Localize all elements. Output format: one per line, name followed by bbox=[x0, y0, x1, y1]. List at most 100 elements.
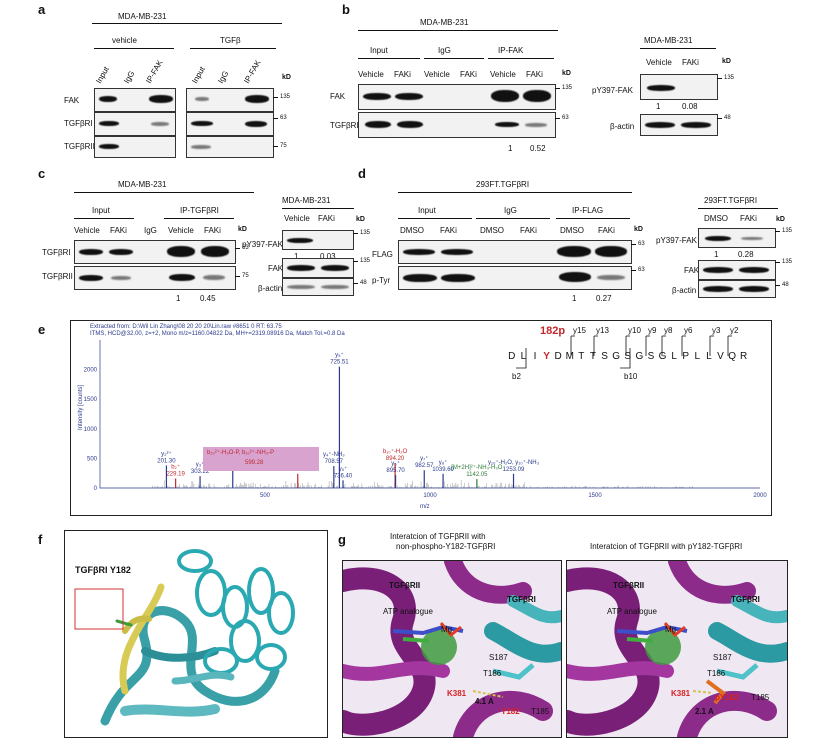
spectrum-box-value: 599.28 bbox=[245, 460, 264, 466]
panel-c-group-input: Input bbox=[92, 206, 110, 215]
peptide-residue: D bbox=[508, 351, 516, 362]
g-right-tgfbrii: TGFβRII bbox=[613, 581, 645, 590]
peak-ion-label: y₅⁺ bbox=[335, 352, 344, 359]
panel-c-quant-1: 1 bbox=[176, 294, 181, 303]
g-left-tgfbri: TGFβRI bbox=[507, 595, 536, 604]
spectrum-xlabel: m/z bbox=[420, 504, 430, 510]
peptide-residue: R bbox=[740, 351, 748, 362]
peptide-residue: L bbox=[694, 351, 701, 362]
panel-b-side-kd: kD bbox=[722, 58, 731, 65]
panel-d-side-marker-48: 48 bbox=[782, 282, 789, 288]
structure-right: TGFβRII TGFβRI ATP analogue Mg S187 T186… bbox=[566, 560, 788, 738]
panel-a-row-fak: FAK bbox=[64, 96, 80, 105]
panel-c-quant-2: 0.45 bbox=[200, 294, 216, 303]
ion-y6: y6 bbox=[684, 326, 693, 335]
panel-d-marker-63a: 63 bbox=[638, 241, 645, 247]
panel-c-side-row-py397: pY397-FAK bbox=[242, 240, 283, 249]
panel-b-quant-1: 1 bbox=[508, 144, 513, 153]
spectrum-axes bbox=[99, 340, 760, 489]
peptide-residue: L bbox=[706, 351, 712, 362]
panel-c-lane-3: IgG bbox=[144, 226, 157, 235]
panel-c-side-row-fak: FAK bbox=[268, 264, 284, 273]
ion-y8: y8 bbox=[664, 326, 673, 335]
panel-c-side-marker-48: 48 bbox=[360, 280, 367, 286]
protein-structure-f bbox=[74, 549, 295, 726]
panel-a-lane-input-2: Input bbox=[190, 65, 207, 85]
panel-f-frame: TGFβRI Y182 bbox=[64, 530, 328, 738]
peak-ion-label: y₂²⁺ bbox=[161, 451, 172, 458]
panel-d-label: d bbox=[358, 166, 366, 181]
panel-c-side-cell-line: MDA-MB-231 bbox=[282, 196, 331, 205]
g-right-tgfbri: TGFβRI bbox=[731, 595, 760, 604]
panel-c-marker-75: 75 bbox=[242, 273, 249, 279]
panel-d-side-cell-line: 293FT.TGFβRI bbox=[704, 196, 758, 205]
panel-d-row-flag: FLAG bbox=[372, 250, 393, 259]
panel-b-group-igg: IgG bbox=[438, 46, 451, 55]
panel-c-side-kd: kD bbox=[356, 216, 365, 223]
y-tick-label: 2000 bbox=[84, 368, 98, 374]
ion-y13: y13 bbox=[596, 326, 609, 335]
panel-d-quant-1: 1 bbox=[572, 294, 577, 303]
panel-d-group-input: Input bbox=[418, 206, 436, 215]
spectrum-box-label: b₁₀²⁺-H₃O-P, b₁₀²⁺-NH₃-P bbox=[207, 450, 275, 456]
peak-mz-label: 725.51 bbox=[330, 360, 349, 366]
panel-d-side-row-actin: β-actin bbox=[672, 286, 697, 295]
panel-a-row-tgfbrii: TGFβRII bbox=[64, 142, 95, 151]
peptide-residue: S bbox=[647, 351, 655, 362]
panel-d-side-blot-actin bbox=[698, 280, 776, 298]
panel-a-kd: kD bbox=[282, 74, 291, 81]
spectrum-header-2: ITMS, HCD@32.00, z=+2, Mono m/z=1160.048… bbox=[90, 331, 345, 337]
ion-b2: b2 bbox=[512, 372, 521, 381]
peak-ion-label: b₂⁺ bbox=[171, 464, 180, 471]
g-left-atp: ATP analogue bbox=[383, 607, 433, 616]
peak-ion-label: y₁₀⁺-H₂O, y₁₀⁺-NH₃ bbox=[488, 459, 540, 466]
spectrum-frame bbox=[70, 320, 772, 516]
spectrum-chart: y₂²⁺201.30b₂⁺229.19y₃⁺303.22y₃⁺402.30y₄⁺… bbox=[84, 340, 767, 499]
ion-y10: y10 bbox=[628, 326, 641, 335]
x-tick-label: 1500 bbox=[588, 493, 602, 499]
panel-d-cell-line: 293FT.TGFβRI bbox=[476, 180, 530, 189]
panel-c-lane-1: Vehicle bbox=[74, 226, 100, 235]
panel-c-lane-5: FAKi bbox=[204, 226, 221, 235]
peptide-residue: S bbox=[624, 351, 632, 362]
g-left-t185: T185 bbox=[531, 707, 550, 716]
g-right-atp: ATP analogue bbox=[607, 607, 657, 616]
phospho-site-label: 182p bbox=[540, 325, 566, 337]
peptide-residue: G bbox=[658, 351, 667, 362]
panel-e-label: e bbox=[38, 322, 46, 337]
panel-a-lane-input-1: Input bbox=[94, 65, 111, 85]
g-left-k381: K381 bbox=[447, 689, 467, 698]
panel-b-side-quant-2: 0.08 bbox=[682, 102, 698, 111]
panel-c-side-lane-2: FAKi bbox=[318, 214, 335, 223]
panel-a-lane-ipfak-1: IP-FAK bbox=[144, 58, 165, 85]
panel-d-side-lane-2: FAKi bbox=[740, 214, 757, 223]
panel-c-label: c bbox=[38, 166, 46, 181]
panel-b-side-lane-1: Vehicle bbox=[646, 58, 672, 67]
peptide-residue: G bbox=[612, 351, 621, 362]
panel-c-marker-63: 63 bbox=[242, 245, 249, 251]
spectrum-highlight-box: b₁₀²⁺-H₃O-P, b₁₀²⁺-NH₃-P 599.28 bbox=[203, 447, 319, 471]
panel-g-title-right: Interatcion of TGFβRII with pY182-TGFβRI bbox=[590, 542, 743, 551]
panel-b-side-cell-line: MDA-MB-231 bbox=[644, 36, 693, 45]
panel-c-blot-tgfbrii bbox=[74, 266, 236, 290]
g-right-s187: S187 bbox=[713, 653, 732, 662]
panel-d-side-marker-135b: 135 bbox=[782, 259, 793, 265]
peptide-residue: M bbox=[565, 351, 574, 362]
peak-mz-label: 229.19 bbox=[166, 472, 185, 478]
g-left-t186: T186 bbox=[483, 669, 502, 678]
panel-c-group-iptgfbri: IP-TGFβRI bbox=[180, 206, 219, 215]
ion-y9: y9 bbox=[648, 326, 657, 335]
panel-c-row-tgfbrii: TGFβRII bbox=[42, 272, 73, 281]
panel-b-lane-2: FAKi bbox=[394, 70, 411, 79]
panel-a-group-vehicle: vehicle bbox=[112, 36, 137, 45]
panel-c-side-blot-py397 bbox=[282, 230, 354, 250]
panel-a-marker-75: 75 bbox=[280, 143, 287, 149]
panel-a-row-tgfbri: TGFβRI bbox=[64, 119, 93, 128]
panel-c-lane-4: Vehicle bbox=[168, 226, 194, 235]
panel-d-lane-6: FAKi bbox=[598, 226, 615, 235]
panel-b-quant-2: 0.52 bbox=[530, 144, 546, 153]
panel-b-row-tgfbri: TGFβRI bbox=[330, 121, 359, 130]
panel-d-blot-flag bbox=[398, 240, 632, 264]
panel-a-lane-ipfak-2: IP-FAK bbox=[242, 58, 263, 85]
panel-d-group-igg: IgG bbox=[504, 206, 517, 215]
